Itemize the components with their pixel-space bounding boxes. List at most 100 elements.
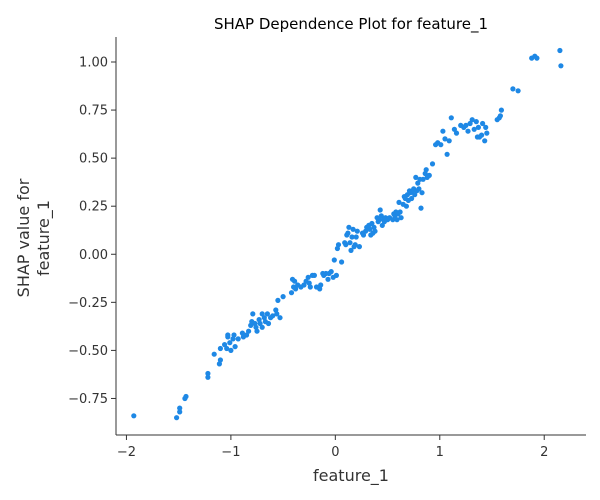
- data-point: [311, 272, 317, 278]
- data-point: [465, 128, 471, 134]
- data-point: [216, 361, 222, 367]
- data-point: [343, 242, 349, 248]
- data-point: [510, 86, 516, 92]
- data-point: [177, 409, 183, 415]
- data-point: [403, 203, 409, 209]
- data-point: [250, 311, 256, 317]
- data-point: [254, 328, 260, 334]
- x-tick-label: −1: [221, 445, 240, 460]
- data-point: [426, 172, 432, 178]
- y-tick-label: −0.50: [68, 344, 108, 359]
- data-point: [228, 347, 234, 353]
- data-point: [442, 136, 448, 142]
- data-point: [440, 128, 446, 134]
- data-point: [259, 324, 265, 330]
- data-point: [301, 282, 307, 288]
- data-point: [253, 324, 259, 330]
- x-tick-label: 1: [436, 445, 444, 460]
- y-tick-label: 0.50: [79, 152, 108, 167]
- data-point: [292, 278, 298, 284]
- data-point: [409, 195, 415, 202]
- data-point: [397, 209, 403, 215]
- data-point: [451, 126, 457, 132]
- data-point: [356, 244, 362, 250]
- data-point: [453, 130, 460, 136]
- data-point: [353, 234, 359, 240]
- data-point: [177, 405, 183, 411]
- data-point: [498, 107, 504, 113]
- data-point: [379, 222, 385, 228]
- y-axis-title-line1: SHAP value for: [14, 178, 33, 297]
- data-point: [222, 342, 228, 348]
- chart-title: SHAP Dependence Plot for feature_1: [214, 15, 488, 34]
- data-point: [377, 207, 383, 213]
- data-point: [346, 224, 352, 230]
- data-point: [259, 311, 265, 317]
- data-point: [534, 55, 540, 61]
- data-point: [448, 115, 454, 121]
- data-point: [231, 332, 237, 338]
- data-point: [211, 351, 217, 357]
- axes-layer: [115, 37, 586, 436]
- data-point: [482, 138, 488, 144]
- data-point: [497, 113, 503, 119]
- y-tick-label: 0.25: [79, 200, 108, 215]
- data-point: [473, 119, 479, 125]
- data-point: [131, 413, 137, 419]
- data-point: [339, 259, 345, 265]
- data-point: [354, 228, 360, 234]
- data-point: [348, 247, 354, 253]
- data-point: [360, 232, 367, 238]
- data-point: [398, 215, 404, 221]
- data-point: [235, 336, 241, 342]
- data-point: [557, 47, 563, 54]
- data-point: [305, 274, 311, 280]
- data-point: [438, 142, 444, 148]
- data-point: [415, 180, 421, 186]
- data-point: [205, 374, 211, 380]
- data-point: [471, 126, 477, 132]
- data-point: [418, 205, 424, 211]
- data-point: [317, 286, 323, 292]
- data-point: [429, 161, 436, 167]
- data-point: [515, 88, 521, 94]
- data-point: [217, 357, 223, 363]
- data-point: [257, 320, 263, 327]
- data-point: [480, 120, 486, 127]
- data-point: [318, 282, 324, 288]
- data-point: [347, 240, 353, 246]
- data-point: [328, 269, 334, 275]
- data-point: [325, 276, 331, 282]
- y-tick-label: 1.00: [79, 55, 108, 70]
- data-point: [174, 415, 180, 421]
- x-axis-title: feature_1: [313, 466, 389, 486]
- data-point: [256, 317, 262, 323]
- data-point: [273, 307, 279, 313]
- data-point: [224, 345, 230, 352]
- data-point: [225, 332, 231, 338]
- data-point: [444, 151, 450, 157]
- data-point: [423, 167, 429, 173]
- data-point: [390, 217, 396, 223]
- ticks-layer: −2 −1 0 1 2 −0.75 −0.50 −0.25 0.00 0.25 0.50 0.75 1.…: [68, 55, 548, 460]
- data-point: [369, 220, 375, 227]
- data-point: [372, 228, 378, 234]
- data-point: [467, 120, 473, 127]
- data-point: [484, 130, 490, 136]
- data-point: [558, 63, 564, 69]
- data-point: [307, 284, 313, 290]
- data-point: [277, 315, 283, 321]
- data-point: [396, 199, 402, 205]
- data-point: [230, 336, 236, 342]
- data-point: [246, 328, 252, 334]
- data-point: [367, 226, 373, 232]
- data-point: [352, 242, 358, 248]
- x-tick-label: 0: [331, 445, 339, 460]
- x-tick-label: 2: [540, 445, 548, 460]
- data-point: [350, 226, 356, 232]
- data-point: [469, 117, 475, 123]
- data-point: [483, 124, 489, 130]
- data-point: [331, 257, 337, 263]
